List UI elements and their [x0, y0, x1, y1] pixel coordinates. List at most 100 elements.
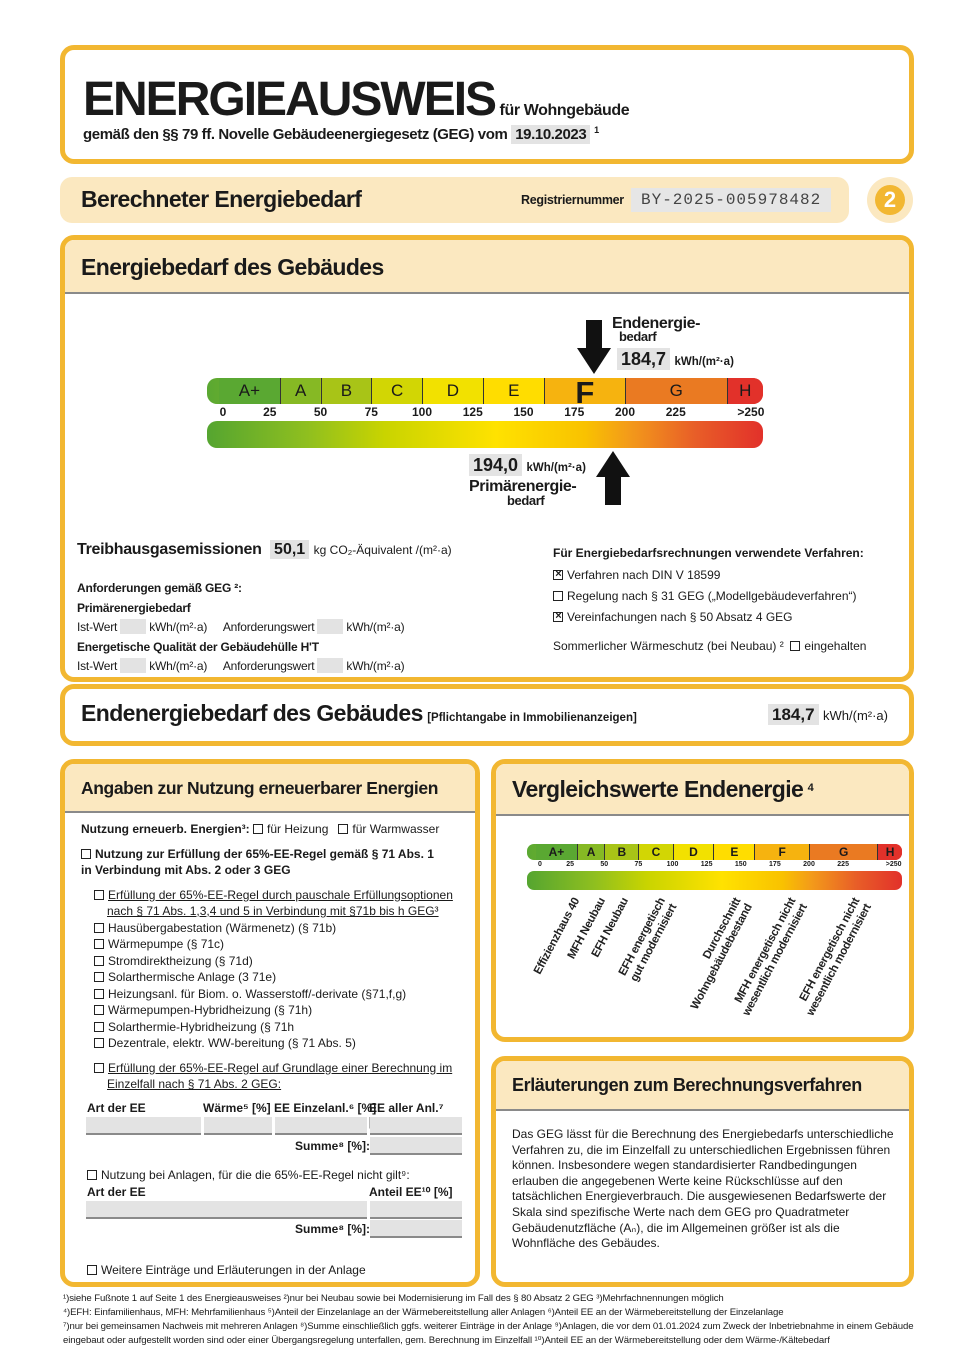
- table-cell[interactable]: [86, 1201, 367, 1219]
- col-header: EE Einzelanl.⁶ [%]: [274, 1101, 377, 1115]
- footnote-line: ¹)siehe Fußnote 1 auf Seite 1 des Energi…: [63, 1293, 724, 1304]
- checkbox[interactable]: [94, 1038, 104, 1048]
- lump-option[interactable]: Heizungsanl. für Biom. o. Wasserstoff/-d…: [94, 986, 465, 1003]
- energy-demand-title: Energiebedarf des Gebäudes: [81, 254, 384, 280]
- primary-energy-arrow-icon: [595, 451, 630, 505]
- lump-option[interactable]: Hausübergabestation (Wärmenetz) (§ 71b): [94, 920, 465, 937]
- primary-anf-field[interactable]: [317, 619, 344, 634]
- lump-title: Erfüllung der 65%-EE-Regel durch pauscha…: [107, 887, 453, 919]
- checkbox[interactable]: [94, 1005, 104, 1015]
- tick-label: 175: [769, 861, 781, 868]
- end-energy-unit: kWh/(m²·a): [674, 356, 734, 368]
- comparison-gradient-bar: [527, 871, 902, 890]
- water-label: für Warmwasser: [352, 822, 440, 836]
- final-energy-note: [Pflichtangabe in Immobilienanzeigen]: [427, 712, 637, 724]
- lump-option[interactable]: Wärmepumpe (§ 71c): [94, 936, 465, 953]
- more-checkbox[interactable]: [87, 1265, 97, 1275]
- lump-checkbox[interactable]: [94, 889, 104, 900]
- emissions-value: 50,1: [270, 540, 310, 559]
- lump-option[interactable]: Dezentrale, elektr. WW-bereitung (§ 71 A…: [94, 1035, 465, 1052]
- tick-label: 100: [411, 405, 433, 419]
- section-bar: Berechneter Energiebedarf Registriernumm…: [60, 177, 849, 223]
- summer-checkbox[interactable]: [790, 641, 801, 651]
- energy-class-b: B: [320, 378, 372, 404]
- checkbox[interactable]: [94, 1021, 104, 1032]
- sum-cell[interactable]: [370, 1220, 462, 1238]
- energy-class-a: A: [576, 844, 605, 860]
- primary-energy-label-2: bedarf: [507, 493, 545, 508]
- tick-label: 200: [803, 861, 815, 868]
- checkbox[interactable]: [94, 955, 104, 966]
- envelope-ist-field[interactable]: [120, 658, 147, 673]
- table-cell[interactable]: [204, 1117, 272, 1135]
- col-header: Wärme⁵ [%]: [203, 1101, 271, 1115]
- energy-gradient-bar: [207, 421, 763, 448]
- other-checkbox[interactable]: [87, 1170, 97, 1180]
- col-header: Art der EE: [87, 1101, 146, 1115]
- tick-label: 200: [614, 405, 636, 419]
- renewables-title: Angaben zur Nutzung erneuerbarer Energie…: [81, 778, 438, 798]
- emissions-unit: kg CO₂-Äquivalent /(m²·a): [313, 543, 452, 557]
- comparison-title: Vergleichswerte Endenergie: [512, 776, 804, 802]
- energy-class-f: F: [754, 844, 809, 860]
- checkbox-checked[interactable]: [553, 567, 563, 581]
- sum-cell[interactable]: [370, 1137, 462, 1155]
- primary-req-title: Primärenergiebedarf: [77, 600, 191, 615]
- other-title: Nutzung bei Anlagen, für die die 65%-EE-…: [101, 1168, 410, 1182]
- tick-label: 25: [566, 861, 575, 868]
- primary-ist-field[interactable]: [120, 619, 147, 634]
- lump-option[interactable]: Solarthermische Anlage (3 71e): [94, 969, 465, 986]
- calc-title: Erfüllung der 65%-EE-Regel auf Grundlage…: [107, 1060, 453, 1092]
- sum-label: Summe⁸ [%]:: [295, 1222, 371, 1236]
- checkbox[interactable]: [94, 939, 104, 949]
- emissions-label: Treibhausgasemissionen: [77, 541, 262, 558]
- rule65-checkbox[interactable]: [81, 848, 91, 859]
- heating-checkbox[interactable]: [253, 824, 264, 834]
- footnote-line: ⁴)EFH: Einfamilienhaus, MFH: Mehrfamilie…: [63, 1307, 784, 1318]
- end-energy-value: 184,7: [617, 348, 671, 370]
- explanation-box: Erläuterungen zum Berechnungsverfahren D…: [491, 1056, 914, 1287]
- lump-option[interactable]: Solarthermie-Hybridheizung (§ 71h: [94, 1019, 465, 1036]
- energy-class-d: D: [672, 844, 714, 860]
- method-label: Vereinfachungen nach § 50 Absatz 4 GEG: [567, 610, 793, 624]
- tick-label: 75: [364, 405, 378, 419]
- document-title: ENERGIEAUSWEIS: [83, 73, 497, 126]
- comparison-box: Vergleichswerte Endenergie 4: [491, 759, 914, 1042]
- tick-label: 225: [837, 861, 849, 868]
- tick-label: 150: [734, 861, 747, 868]
- lump-option[interactable]: Stromdirektheizung (§ 71d): [94, 953, 465, 970]
- energy-class-e: E: [713, 844, 755, 860]
- table-cell[interactable]: [370, 1117, 462, 1135]
- registration-number: BY-2025-005978482: [631, 188, 832, 212]
- checkbox[interactable]: [94, 972, 104, 982]
- water-checkbox[interactable]: [338, 824, 349, 834]
- envelope-anf-field[interactable]: [317, 658, 344, 673]
- checkbox[interactable]: [94, 922, 104, 933]
- end-energy-label: Endenergie-: [612, 315, 701, 332]
- explanation-title: Erläuterungen zum Berechnungsverfahren: [512, 1075, 862, 1095]
- unit-label: kWh/(m²·a): [346, 620, 405, 634]
- table-cell[interactable]: [275, 1117, 367, 1135]
- checkbox[interactable]: [553, 591, 563, 601]
- sum-label: Summe⁸ [%]:: [295, 1139, 371, 1153]
- checkbox-checked[interactable]: [553, 609, 563, 623]
- tick-label: 225: [665, 405, 686, 419]
- final-energy-value: 184,7: [768, 704, 819, 725]
- anf-label: Anforderungswert: [222, 620, 315, 634]
- methods-title: Für Energiebedarfsrechnungen verwendete …: [553, 546, 864, 560]
- more-label: Weitere Einträge und Erläuterungen in de…: [101, 1263, 366, 1277]
- tick-label: 0: [538, 861, 542, 868]
- comparison-class-bar: A+ A B C D E F G H: [527, 844, 902, 860]
- unit-label: kWh/(m²·a): [149, 659, 208, 673]
- summer-option: eingehalten: [804, 639, 867, 653]
- table-cell[interactable]: [370, 1201, 462, 1219]
- footnotes: ¹)siehe Fußnote 1 auf Seite 1 des Energi…: [63, 1292, 915, 1348]
- table-cell[interactable]: [86, 1117, 201, 1135]
- lump-option-label: Wärmepumpe (§ 71c): [108, 937, 225, 951]
- method-item: Regelung nach § 31 GEG („Modellgebäudeve…: [553, 586, 866, 607]
- lump-option[interactable]: Wärmepumpen-Hybridheizung (§ 71h): [94, 1002, 465, 1019]
- ist-label: Ist-Wert: [77, 620, 118, 634]
- end-energy-label-2: bedarf: [619, 329, 657, 344]
- calc-checkbox[interactable]: [94, 1062, 104, 1073]
- checkbox[interactable]: [94, 988, 104, 999]
